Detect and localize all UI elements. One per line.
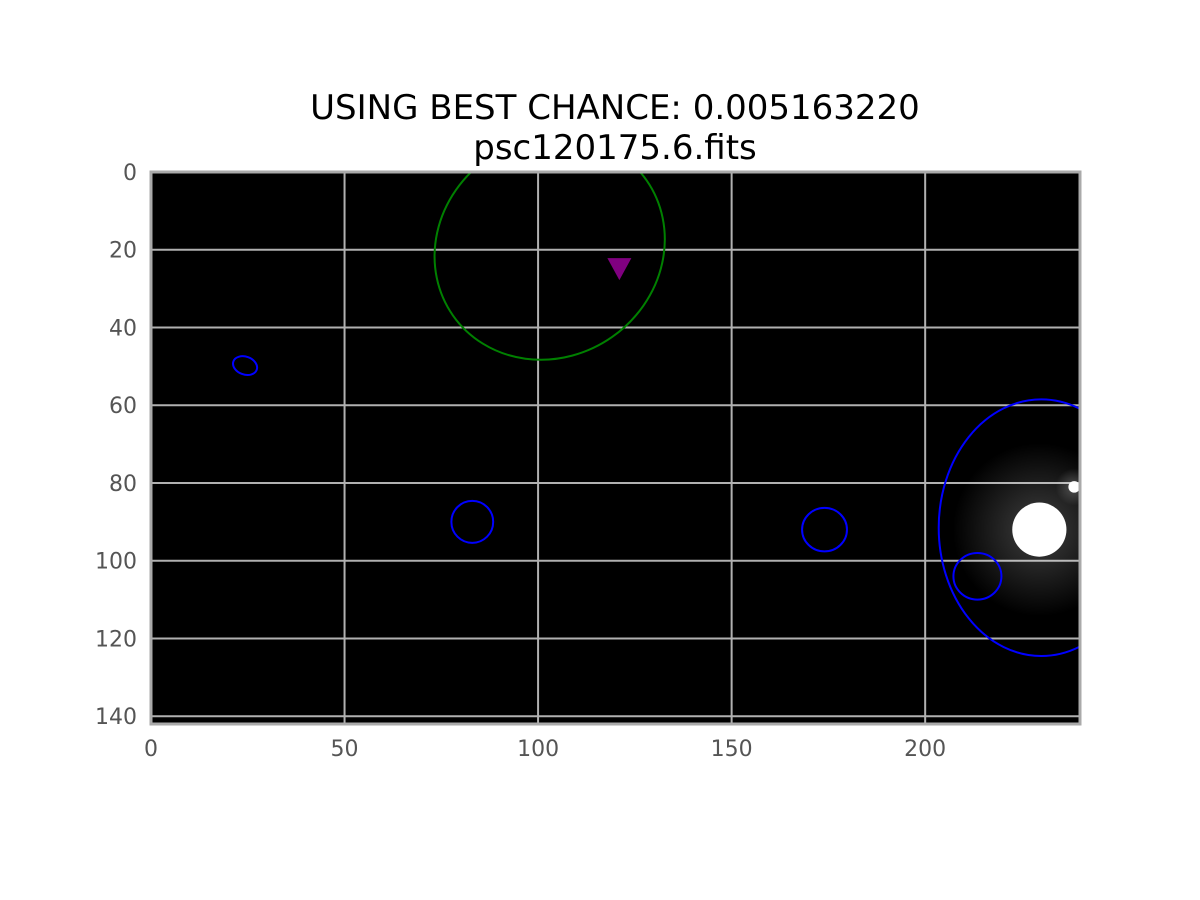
grid [151, 172, 1080, 724]
y-tick-label: 40 [109, 316, 137, 341]
chart-title: USING BEST CHANCE: 0.005163220 [310, 88, 920, 128]
y-tick-label: 0 [123, 161, 137, 186]
blue-ellipse [937, 398, 1080, 657]
chart-subtitle: psc120175.6.fits [473, 128, 757, 168]
x-tick-label: 150 [711, 737, 753, 762]
y-tick-label: 100 [95, 550, 137, 575]
bright-source [1068, 481, 1080, 493]
x-tick-label: 0 [144, 737, 158, 762]
ellipses [232, 172, 1080, 657]
bright-source [1012, 502, 1067, 557]
y-tick-label: 20 [109, 239, 137, 264]
plot-frame [149, 170, 1082, 726]
image-area [151, 172, 1080, 724]
y-tick-label: 80 [109, 472, 137, 497]
blue-ellipse [801, 506, 848, 553]
triangle-marker [607, 258, 632, 281]
y-tick-label: 120 [95, 627, 137, 652]
x-tick-label: 50 [331, 737, 359, 762]
markers [607, 258, 632, 281]
blue-ellipse [952, 551, 1003, 601]
x-tick-label: 100 [517, 737, 559, 762]
source-glow [1055, 468, 1080, 506]
y-axis: 0 20 40 60 80 100 120 140 [95, 161, 137, 730]
blue-ellipse [232, 355, 259, 376]
x-tick-label: 200 [904, 737, 946, 762]
y-tick-label: 60 [109, 394, 137, 419]
green-ellipse [433, 172, 666, 361]
bright-sources [952, 442, 1080, 617]
x-axis: 0 50 100 150 200 [144, 737, 946, 762]
blue-ellipse [450, 499, 495, 544]
y-tick-label: 140 [95, 705, 137, 730]
